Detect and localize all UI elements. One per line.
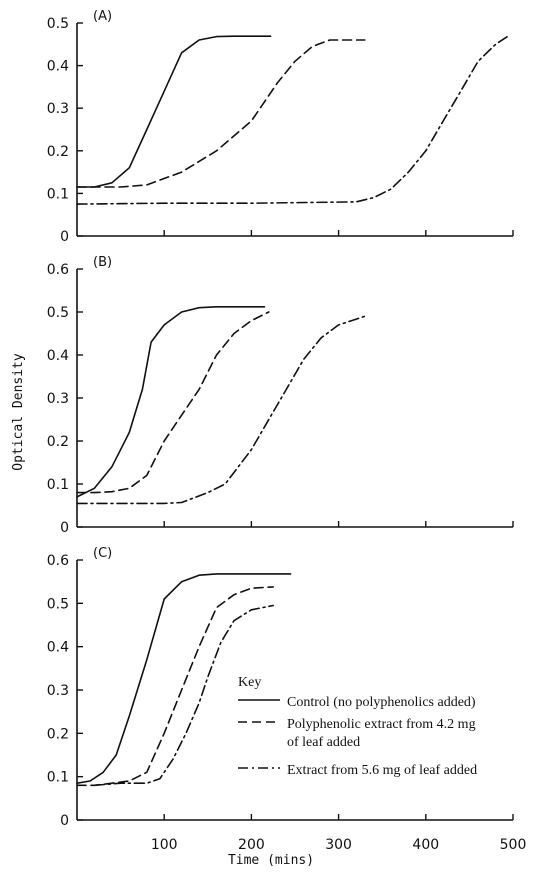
y-tick-label: 0.3 xyxy=(47,391,69,407)
key-label: Extract from 5.6 mg of leaf added xyxy=(287,763,477,778)
series-line-solid xyxy=(76,573,292,784)
key-label: Polyphenolic extract from 4.2 mg xyxy=(287,717,476,732)
y-tick-label: 0.4 xyxy=(47,348,69,364)
y-tick-label: 0.1 xyxy=(47,770,69,786)
y-tick-label: 0 xyxy=(60,229,69,245)
key-label: Control (no polyphenolics added) xyxy=(287,695,476,710)
y-tick-label: 0.2 xyxy=(47,434,69,450)
series-line-dashed xyxy=(76,311,270,494)
series-line-solid xyxy=(76,306,266,498)
y-tick-label: 0.3 xyxy=(47,683,69,699)
panel-label: (A) xyxy=(93,9,112,24)
y-tick-label: 0.1 xyxy=(47,186,69,202)
series-line-dashdot xyxy=(76,315,366,505)
y-axis-title: Optical Density xyxy=(11,353,26,471)
y-tick-label: 0.2 xyxy=(47,726,69,742)
key-title: Key xyxy=(238,675,261,690)
x-tick-label: 500 xyxy=(500,837,527,853)
x-tick-label: 400 xyxy=(412,837,439,853)
y-tick-label: 0.5 xyxy=(47,16,69,32)
series-line-dashed xyxy=(76,39,366,188)
x-tick-label: 300 xyxy=(325,837,352,853)
x-tick-label: 100 xyxy=(151,837,178,853)
series-line-dashdot xyxy=(76,35,510,205)
y-tick-label: 0.4 xyxy=(47,59,69,75)
y-tick-label: 0.6 xyxy=(47,553,69,569)
y-tick-label: 0.3 xyxy=(47,101,69,117)
y-tick-label: 0 xyxy=(60,813,69,829)
series-line-solid xyxy=(76,35,272,188)
panel-label: (C) xyxy=(93,546,112,561)
y-tick-label: 0.5 xyxy=(47,305,69,321)
series-line-dashdot xyxy=(93,604,274,787)
y-tick-label: 0.6 xyxy=(47,262,69,278)
x-axis-title: Time (mins) xyxy=(228,853,314,868)
panel-label: (B) xyxy=(93,255,112,270)
y-tick-label: 0.1 xyxy=(47,477,69,493)
y-tick-label: 0.2 xyxy=(47,144,69,160)
y-tick-label: 0.4 xyxy=(47,640,69,656)
y-tick-label: 0.5 xyxy=(47,596,69,612)
y-tick-label: 0 xyxy=(60,520,69,536)
x-tick-label: 200 xyxy=(238,837,265,853)
key-label: of leaf added xyxy=(287,735,360,750)
